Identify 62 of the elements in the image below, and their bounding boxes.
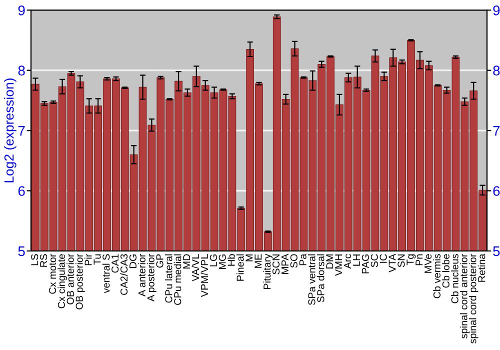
y2-tick-label: 6 [493,186,500,196]
x-tick-label: CA2/CA3 [120,254,128,295]
x-tick-label: IC [380,254,387,263]
x-tick-label: VMH [335,254,342,276]
x-tick-label: PAG [362,254,369,274]
x-tick-label: Cb nucleus [451,254,458,304]
x-tick-label: CPu lateral [164,254,172,303]
x-tick-label: SN [398,254,405,268]
x-tick-label: CA1 [112,254,119,273]
y2-tick-label: 9 [493,5,500,16]
x-tick-label: LG [210,254,217,266]
x-tick-label: RS [40,254,48,267]
x-tick-label: Pa [299,254,306,266]
x-tick-label: MD [183,254,190,268]
x-tick-label: Arc [344,254,352,269]
x-tick-label: SPa dorsal [316,254,324,302]
x-tick-label: VA/VL [192,254,200,282]
y2-tick-label: 5 [493,246,500,256]
x-tick-label: OB anterior [66,254,74,304]
x-tick-label: Pituitary [263,254,273,290]
x-tick-label: OB posterior [76,254,85,310]
x-tick-label: MPA [282,254,288,274]
y-tick-label: 5 [18,246,25,256]
x-tick-label: Tu [94,254,101,265]
x-tick-label: CPu medial [174,254,182,305]
x-tick-label: Hb [228,254,235,266]
x-tick-label: DM [326,254,334,268]
x-tick-label: spinal cord anterior [460,254,470,338]
y2-tick-label: 7 [493,126,500,136]
x-tick-label: spinal cord posterior [468,254,478,344]
y-tick-label: 8 [18,66,25,76]
x-tick-label: GP [156,254,164,268]
x-tick-label: VPM/VPL [200,254,208,298]
y2-tick-label: 8 [493,66,500,76]
x-tick-label: Cx cingulate [58,254,67,308]
x-tick-label: MVe [424,254,432,273]
x-tick-label: ME [254,254,262,268]
x-tick-label: Pn [416,254,423,266]
x-tick-label: Tg [406,254,416,266]
x-tick-label: LH [353,254,360,266]
x-tick-label: Pir [84,254,92,266]
x-tick-label: LS [31,254,38,266]
x-tick-label: ventral S [102,254,110,294]
x-tick-label: SC [370,254,378,268]
x-tick-label: Pineal [236,254,244,281]
x-tick-label: DG [129,254,137,268]
x-tick-label: Retina [478,254,486,282]
y-axis-title: Log2 (expression) [4,78,16,182]
x-tick-label: M [246,254,253,262]
x-tick-label: A anterior [138,254,146,297]
x-tick-label: Cb vermis [433,254,441,298]
y-tick-label: 6 [18,186,25,196]
x-tick-label: SCN [272,254,280,274]
x-tick-label: Cb lobe [442,254,450,288]
x-tick-label: SO [290,254,298,268]
y-tick-label: 7 [18,126,25,136]
x-tick-label: A posterior [147,254,156,302]
x-tick-label: MG [218,254,226,270]
x-tick-label: Cx motor [48,254,56,294]
x-tick-label: SPa ventral [308,254,316,305]
y-tick-label: 9 [18,5,25,16]
x-tick-label: VTA [388,254,396,272]
